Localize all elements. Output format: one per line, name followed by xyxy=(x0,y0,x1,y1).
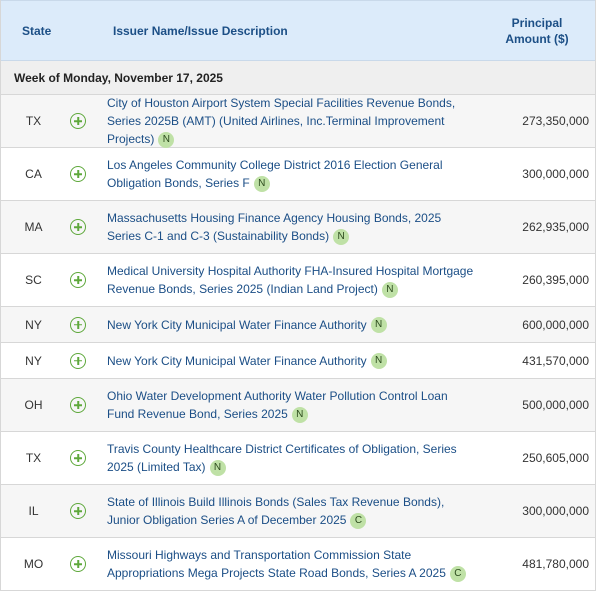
description-cell: City of Houston Airport System Special F… xyxy=(98,94,485,148)
expand-cell xyxy=(58,503,98,519)
table-row: IL State of Illinois Build Illinois Bonds… xyxy=(1,485,595,538)
expand-cell xyxy=(58,219,98,235)
status-badge: N xyxy=(381,281,398,298)
status-badge: N xyxy=(333,228,350,245)
state-cell: NY xyxy=(25,317,42,332)
expand-plus-icon[interactable] xyxy=(70,219,86,235)
expand-cell xyxy=(58,352,98,369)
header-description[interactable]: Issuer Name/Issue Description xyxy=(113,23,288,38)
expand-plus-icon[interactable] xyxy=(70,352,86,369)
state-cell: TX xyxy=(25,451,42,465)
state-cell: OH xyxy=(24,398,43,412)
expand-cell xyxy=(58,450,98,466)
state-cell: IL xyxy=(28,504,39,518)
expand-plus-icon[interactable] xyxy=(70,397,86,413)
amount-cell: 300,000,000 xyxy=(522,167,589,181)
issue-link[interactable]: Massachusetts Housing Finance Agency Hou… xyxy=(107,211,442,243)
status-badge: C xyxy=(449,565,466,582)
amount-cell: 260,395,000 xyxy=(522,273,589,287)
description-cell: Medical University Hospital Authority FH… xyxy=(98,262,485,298)
expand-cell xyxy=(58,397,98,413)
description-cell: State of Illinois Build Illinois Bonds (… xyxy=(98,493,485,529)
table-row: MA Massachusetts Housing Finance Agency H… xyxy=(1,201,595,254)
description-cell: New York City Municipal Water Finance Au… xyxy=(98,352,485,370)
expand-plus-icon[interactable] xyxy=(70,503,86,519)
issue-link[interactable]: New York City Municipal Water Finance Au… xyxy=(107,353,367,368)
header-amount-line2: Amount ($) xyxy=(505,31,569,46)
expand-plus-icon[interactable] xyxy=(70,556,86,572)
expand-plus-icon[interactable] xyxy=(70,166,86,182)
amount-cell: 300,000,000 xyxy=(522,504,589,518)
status-badge: N xyxy=(370,353,387,370)
status-badge: N xyxy=(253,175,270,192)
expand-cell xyxy=(58,556,98,572)
expand-cell xyxy=(58,113,98,129)
issue-link[interactable]: State of Illinois Build Illinois Bonds (… xyxy=(107,495,445,527)
status-badge: C xyxy=(350,512,367,529)
amount-cell: 481,780,000 xyxy=(522,557,589,571)
state-cell: TX xyxy=(25,114,42,128)
table-row: MO Missouri Highways and Transportation C… xyxy=(1,538,595,591)
week-label: Week of Monday, November 17, 2025 xyxy=(1,61,595,95)
table-row: CA Los Angeles Community College District… xyxy=(1,148,595,201)
status-badge: N xyxy=(291,406,308,423)
table-row: TX City of Houston Airport System Special… xyxy=(1,95,595,148)
amount-cell: 273,350,000 xyxy=(522,114,589,128)
state-cell: MO xyxy=(23,557,44,571)
header-amount[interactable]: Principal Amount ($) xyxy=(485,15,595,47)
issue-link[interactable]: Missouri Highways and Transportation Com… xyxy=(107,548,446,580)
issue-link[interactable]: Travis County Healthcare District Certif… xyxy=(107,442,457,474)
table-row: NY New York City Municipal Water Finance … xyxy=(1,343,595,379)
description-cell: Missouri Highways and Transportation Com… xyxy=(98,546,485,582)
amount-cell: 250,605,000 xyxy=(522,451,589,465)
expand-cell xyxy=(58,166,98,182)
expand-plus-icon[interactable] xyxy=(70,113,86,129)
table-row: OH Ohio Water Development Authority Water… xyxy=(1,379,595,432)
table-row: NY New York City Municipal Water Finance … xyxy=(1,307,595,343)
amount-cell: 600,000,000 xyxy=(522,317,589,332)
state-cell: CA xyxy=(25,167,42,181)
expand-cell xyxy=(58,272,98,288)
amount-cell: 262,935,000 xyxy=(522,220,589,234)
description-cell: Ohio Water Development Authority Water P… xyxy=(98,387,485,423)
expand-plus-icon[interactable] xyxy=(70,272,86,288)
description-cell: Massachusetts Housing Finance Agency Hou… xyxy=(98,209,485,245)
issue-link[interactable]: Ohio Water Development Authority Water P… xyxy=(107,389,448,421)
table-header: State Issuer Name/Issue Description Prin… xyxy=(1,0,595,61)
state-cell: MA xyxy=(24,220,43,234)
state-cell: NY xyxy=(25,353,42,368)
status-badge: N xyxy=(370,317,387,334)
table-row: SC Medical University Hospital Authority … xyxy=(1,254,595,307)
issue-link[interactable]: New York City Municipal Water Finance Au… xyxy=(107,317,367,332)
state-cell: SC xyxy=(25,273,42,287)
expand-plus-icon[interactable] xyxy=(70,316,86,333)
header-amount-line1: Principal xyxy=(511,15,563,30)
issue-link[interactable]: Los Angeles Community College District 2… xyxy=(107,158,443,190)
status-badge: N xyxy=(158,131,175,148)
table-body: TX City of Houston Airport System Special… xyxy=(1,95,595,591)
status-badge: N xyxy=(209,459,226,476)
header-state[interactable]: State xyxy=(22,23,52,38)
description-cell: New York City Municipal Water Finance Au… xyxy=(98,316,485,334)
issue-link[interactable]: City of Houston Airport System Special F… xyxy=(107,96,456,146)
expand-cell xyxy=(58,316,98,333)
table-row: TX Travis County Healthcare District Cert… xyxy=(1,432,595,485)
description-cell: Los Angeles Community College District 2… xyxy=(98,156,485,192)
amount-cell: 431,570,000 xyxy=(522,353,589,368)
description-cell: Travis County Healthcare District Certif… xyxy=(98,440,485,476)
issue-link[interactable]: Medical University Hospital Authority FH… xyxy=(107,264,474,296)
amount-cell: 500,000,000 xyxy=(522,398,589,412)
expand-plus-icon[interactable] xyxy=(70,450,86,466)
